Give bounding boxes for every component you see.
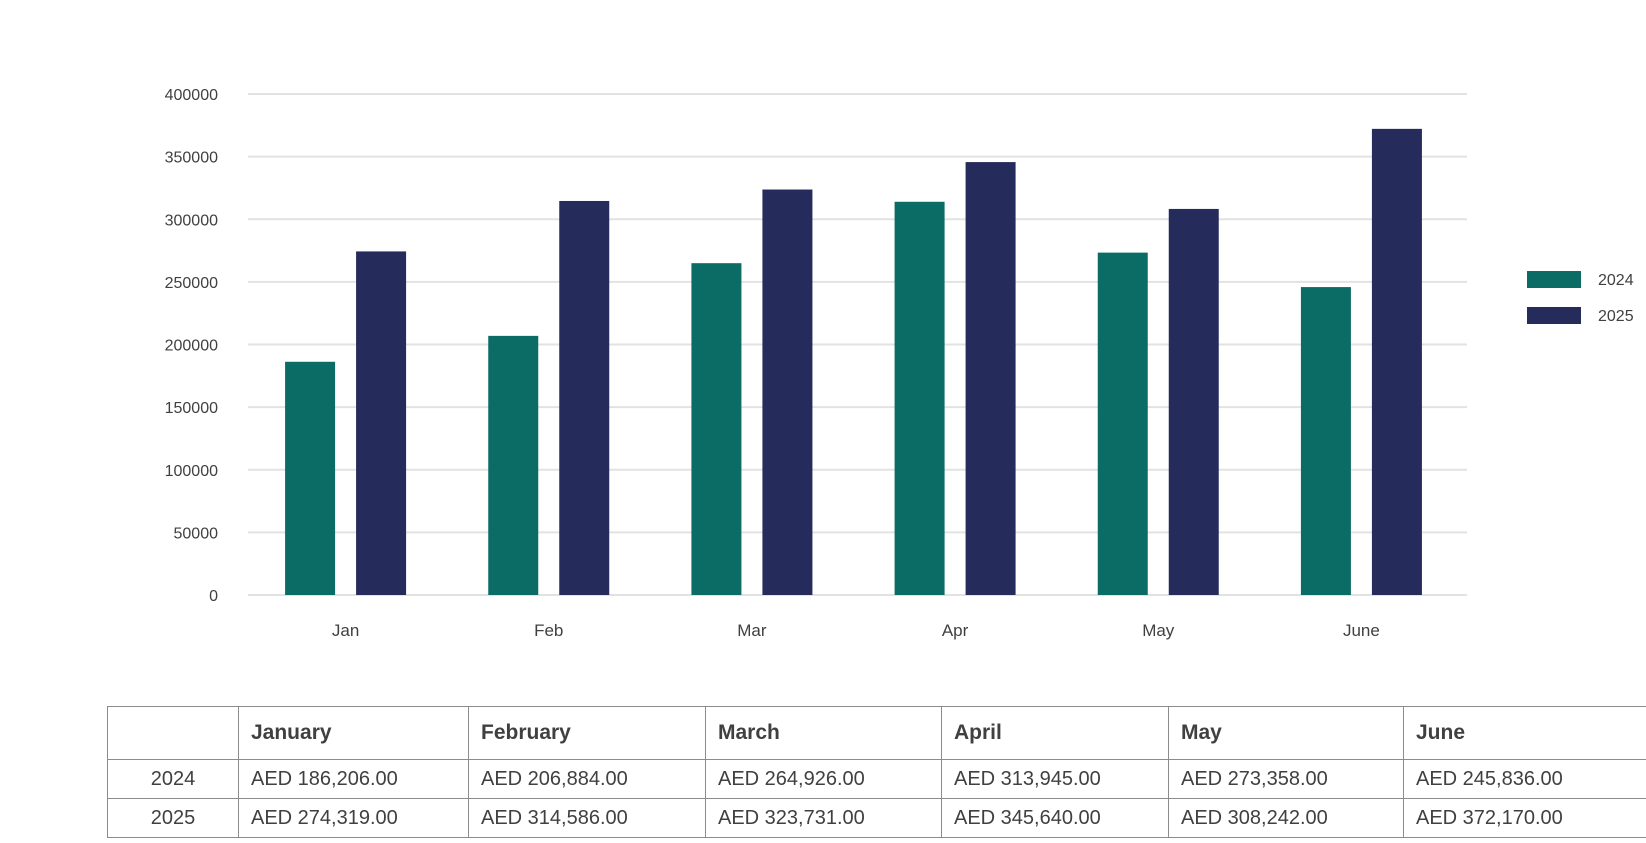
- table-cell: AED 345,640.00: [941, 798, 1169, 838]
- column-header: April: [941, 706, 1169, 760]
- bar-2024-June: [1300, 287, 1351, 595]
- y-tick-label: 350000: [165, 150, 218, 167]
- table-cell: AED 245,836.00: [1403, 759, 1646, 799]
- x-tick-label: Feb: [534, 621, 563, 640]
- x-tick-label: Apr: [942, 621, 969, 640]
- table-header-row: January February March April May June: [107, 706, 1646, 760]
- legend-label: 2024: [1598, 272, 1634, 289]
- table-cell: AED 313,945.00: [941, 759, 1169, 799]
- table-corner-cell: [107, 706, 239, 760]
- x-tick-label: Jan: [332, 621, 359, 640]
- bar-chart: 0 50000 100000 150000 200000 250000 300000 3500…: [165, 87, 1634, 640]
- bar-2025-June: [1371, 128, 1422, 596]
- table-cell: AED 273,358.00: [1168, 759, 1404, 799]
- y-tick-label: 250000: [165, 275, 218, 292]
- x-tick-label: Mar: [737, 621, 767, 640]
- table-cell: AED 186,206.00: [238, 759, 469, 799]
- column-header: March: [705, 706, 942, 760]
- table-cell: AED 206,884.00: [468, 759, 706, 799]
- table-row: 2025 AED 274,319.00 AED 314,586.00 AED 3…: [107, 798, 1646, 838]
- table-cell: AED 372,170.00: [1403, 798, 1646, 838]
- x-tick-label: June: [1343, 621, 1380, 640]
- row-label: 2025: [107, 798, 239, 838]
- legend-label: 2025: [1598, 308, 1634, 325]
- bar-2025-Mar: [762, 189, 813, 595]
- y-tick-label: 400000: [165, 87, 218, 104]
- bar-2025-Jan: [356, 251, 407, 595]
- grid-lines: [248, 93, 1467, 596]
- y-tick-label: 0: [209, 588, 218, 605]
- legend-swatch-2025: [1527, 307, 1581, 324]
- data-table: January February March April May June 20…: [107, 706, 1646, 838]
- column-header: January: [238, 706, 469, 760]
- legend: 2024 2025: [1527, 271, 1634, 325]
- bar-2025-Feb: [559, 200, 610, 596]
- table-row: 2024 AED 186,206.00 AED 206,884.00 AED 2…: [107, 759, 1646, 799]
- y-tick-label: 300000: [165, 212, 218, 229]
- table-cell: AED 323,731.00: [705, 798, 942, 838]
- y-tick-label: 200000: [165, 338, 218, 355]
- y-tick-label: 100000: [165, 463, 218, 480]
- y-tick-label: 50000: [174, 525, 219, 542]
- y-tick-label: 150000: [165, 400, 218, 417]
- bar-2024-Jan: [285, 361, 336, 595]
- column-header: June: [1403, 706, 1646, 760]
- bar-2025-May: [1168, 208, 1219, 596]
- bar-2024-May: [1097, 252, 1148, 595]
- row-label: 2024: [107, 759, 239, 799]
- bar-2024-Mar: [691, 263, 742, 595]
- table-cell: AED 314,586.00: [468, 798, 706, 838]
- column-header: May: [1168, 706, 1404, 760]
- table-cell: AED 308,242.00: [1168, 798, 1404, 838]
- bar-2025-Apr: [965, 162, 1016, 595]
- legend-swatch-2024: [1527, 271, 1581, 288]
- y-axis-ticks: 0 50000 100000 150000 200000 250000 300000 3500…: [165, 87, 218, 605]
- table-cell: AED 274,319.00: [238, 798, 469, 838]
- bar-2024-Apr: [894, 201, 945, 596]
- x-tick-label: May: [1142, 621, 1175, 640]
- bar-2024-Feb: [488, 335, 539, 595]
- column-header: February: [468, 706, 706, 760]
- x-axis-ticks: Jan Feb Mar Apr May June: [332, 621, 1380, 640]
- bars: [285, 128, 1422, 596]
- table-cell: AED 264,926.00: [705, 759, 942, 799]
